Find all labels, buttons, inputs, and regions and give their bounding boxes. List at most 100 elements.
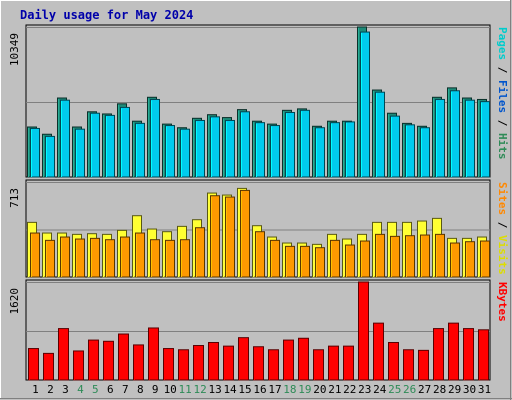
bar-sites-day-13	[210, 195, 220, 278]
bar-kbytes-day-21	[328, 345, 339, 381]
bar-kbytes-day-1	[28, 348, 39, 381]
x-tick-label-day-18: 18	[283, 383, 296, 396]
bar-files-day-29	[450, 90, 460, 178]
bar-files-day-14	[225, 119, 235, 178]
x-tick-label-day-31: 31	[478, 383, 491, 396]
chart-panels: 10349 Pages / Files / Hits 713 Sites / Visi…	[8, 24, 509, 381]
panel-legend: Pages / Files / Hits	[496, 27, 509, 160]
bar-kbytes-day-15	[238, 337, 249, 381]
bar-kbytes-day-20	[313, 349, 324, 381]
bar-kbytes-day-29	[448, 322, 459, 381]
x-tick-label-day-26: 26	[403, 383, 416, 396]
bar-files-day-22	[345, 121, 355, 178]
bar-files-day-16	[255, 122, 265, 178]
panel-legend: KBytes	[496, 282, 509, 322]
bar-sites-day-27	[420, 234, 430, 278]
x-tick-label-day-12: 12	[194, 383, 207, 396]
bar-sites-day-1	[30, 232, 40, 278]
bar-files-day-18	[285, 112, 295, 178]
bar-kbytes-day-4	[73, 350, 84, 381]
bar-sites-day-31	[480, 240, 490, 278]
bar-files-day-3	[60, 99, 70, 178]
x-tick-label-day-1: 1	[32, 383, 39, 396]
bar-kbytes-day-14	[223, 345, 234, 381]
bar-kbytes-day-2	[43, 352, 54, 381]
bar-kbytes-day-17	[268, 349, 279, 381]
bar-kbytes-day-25	[388, 341, 399, 381]
x-tick-label-day-25: 25	[388, 383, 401, 396]
bar-files-day-12	[195, 119, 205, 178]
bar-sites-day-22	[345, 244, 355, 278]
x-tick-label-day-3: 3	[62, 383, 69, 396]
bar-kbytes-day-31	[478, 329, 489, 381]
bar-files-day-13	[210, 116, 220, 178]
bar-kbytes-day-6	[103, 340, 114, 381]
bar-sites-day-8	[135, 232, 145, 278]
x-tick-label-day-2: 2	[47, 383, 54, 396]
bar-files-day-30	[465, 99, 475, 178]
bar-files-day-9	[150, 98, 160, 178]
bar-sites-day-16	[255, 231, 265, 278]
x-tick-label-day-22: 22	[343, 383, 356, 396]
panel-max-label: 1620	[8, 288, 21, 315]
x-tick-label-day-16: 16	[253, 383, 266, 396]
bar-sites-day-2	[45, 239, 55, 278]
bar-files-day-2	[45, 135, 55, 178]
x-tick-label-day-9: 9	[152, 383, 159, 396]
bar-files-day-1	[30, 127, 40, 178]
x-tick-label-day-17: 17	[268, 383, 281, 396]
bar-sites-day-6	[105, 239, 115, 278]
bar-kbytes-day-22	[343, 345, 354, 381]
bar-kbytes-day-27	[418, 349, 429, 381]
bar-files-day-6	[105, 114, 115, 178]
bar-sites-day-23	[360, 240, 370, 278]
x-tick-label-day-7: 7	[122, 383, 129, 396]
x-tick-label-day-13: 13	[208, 383, 221, 396]
panel-hits-files-pages: 10349 Pages / Files / Hits	[8, 24, 509, 178]
chart-title: Daily usage for May 2024	[20, 8, 193, 22]
x-tick-label-day-23: 23	[358, 383, 371, 396]
bar-files-day-26	[405, 124, 415, 178]
x-tick-label-day-6: 6	[107, 383, 114, 396]
legend-entry: /	[496, 215, 509, 235]
panel-kbytes: 1620 KBytes	[8, 279, 509, 381]
bar-kbytes-day-12	[193, 345, 204, 381]
bar-sites-day-5	[90, 237, 100, 278]
bar-kbytes-day-5	[88, 339, 99, 381]
bar-files-day-21	[330, 122, 340, 178]
panel-max-label: 713	[8, 188, 21, 208]
bar-sites-day-4	[75, 238, 85, 278]
x-tick-label-day-20: 20	[313, 383, 326, 396]
bar-files-day-4	[75, 128, 85, 178]
x-tick-label-day-11: 11	[179, 383, 192, 396]
bar-sites-day-19	[300, 245, 310, 278]
bar-files-day-8	[135, 122, 145, 178]
bar-kbytes-day-30	[463, 328, 474, 381]
bar-sites-day-12	[195, 227, 205, 278]
bar-files-day-31	[480, 101, 490, 178]
bar-kbytes-day-13	[208, 341, 219, 381]
legend-entry: Visits	[496, 235, 509, 275]
bar-sites-day-25	[390, 235, 400, 278]
x-tick-label-day-8: 8	[137, 383, 144, 396]
bar-sites-day-21	[330, 239, 340, 278]
bar-sites-day-15	[240, 189, 250, 278]
bar-sites-day-14	[225, 196, 235, 278]
x-tick-label-day-30: 30	[463, 383, 476, 396]
bar-sites-day-29	[450, 242, 460, 278]
bar-files-day-25	[390, 115, 400, 178]
bar-files-day-19	[300, 109, 310, 178]
bar-sites-day-10	[165, 239, 175, 278]
bar-kbytes-day-16	[253, 346, 264, 381]
bar-kbytes-day-26	[403, 349, 414, 381]
bar-kbytes-day-3	[58, 328, 69, 381]
x-tick-label-day-27: 27	[418, 383, 431, 396]
bar-kbytes-day-10	[163, 348, 174, 381]
bar-kbytes-day-19	[298, 337, 309, 381]
bar-kbytes-day-24	[373, 322, 384, 381]
bar-kbytes-day-11	[178, 349, 189, 381]
bar-files-day-11	[180, 128, 190, 178]
bar-kbytes-day-7	[118, 333, 129, 381]
x-tick-label-day-24: 24	[373, 383, 387, 396]
panel-max-label: 10349	[8, 33, 21, 66]
